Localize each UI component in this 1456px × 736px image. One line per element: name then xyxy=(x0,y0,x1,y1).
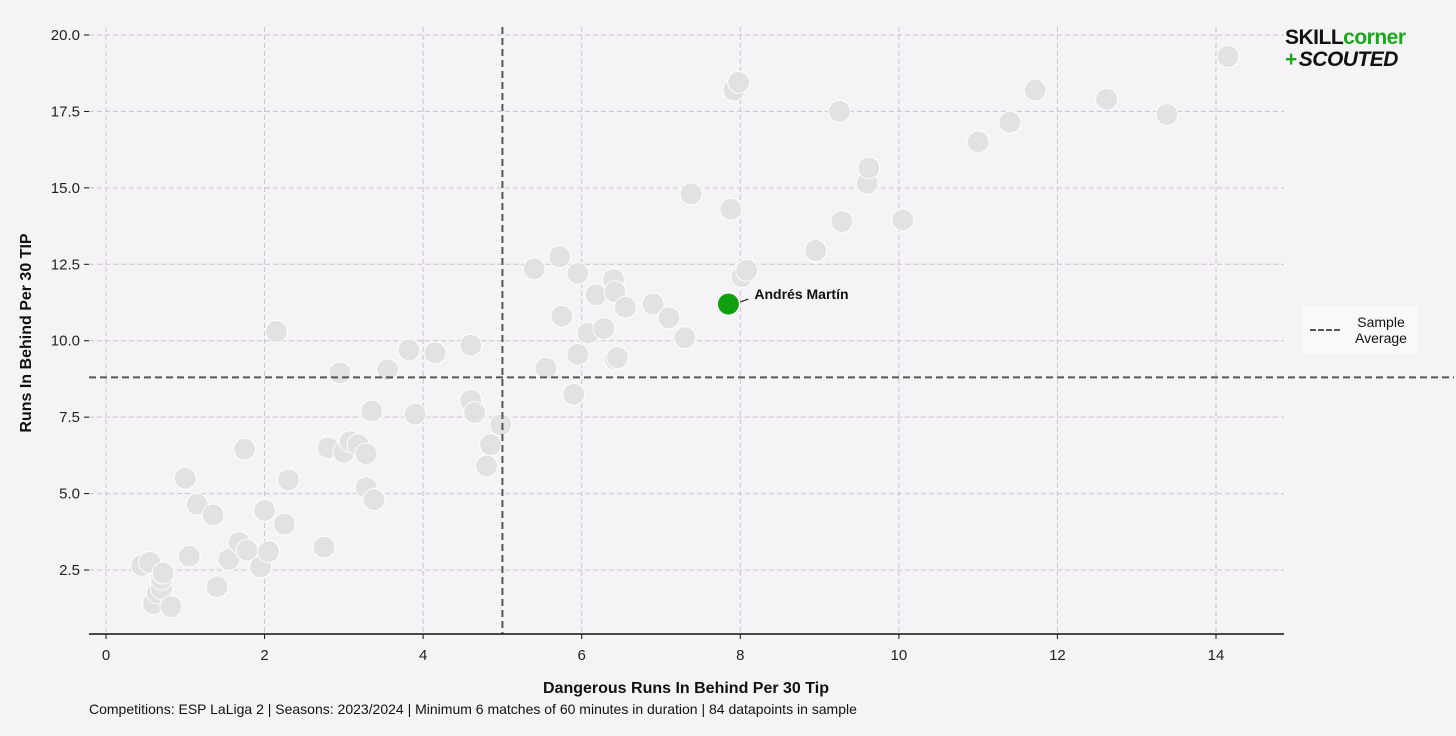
data-point xyxy=(998,110,1022,134)
y-tick-label: 10.0 xyxy=(51,333,80,350)
data-point xyxy=(605,346,629,370)
data-point xyxy=(423,341,447,365)
x-tick-label: 10 xyxy=(891,647,908,664)
data-point xyxy=(679,182,703,206)
y-tick-label: 15.0 xyxy=(51,180,80,197)
data-point xyxy=(463,401,487,425)
data-point xyxy=(328,361,352,385)
data-point xyxy=(397,338,421,362)
data-point xyxy=(205,575,229,599)
data-point xyxy=(857,156,881,180)
y-tick-label: 12.5 xyxy=(51,256,80,273)
data-point xyxy=(584,283,608,307)
data-point xyxy=(253,498,277,522)
data-point xyxy=(201,503,225,527)
logo-scouted-text: SCOUTED xyxy=(1298,48,1399,71)
data-point xyxy=(548,245,572,269)
data-point xyxy=(360,399,384,423)
y-tick-label: 7.5 xyxy=(59,409,80,426)
y-tick-label: 5.0 xyxy=(59,486,80,503)
logo-skill-text: SKILL xyxy=(1285,26,1344,49)
data-point xyxy=(151,561,175,585)
data-point xyxy=(966,130,990,154)
legend-dashed-line-icon xyxy=(1310,329,1340,331)
data-point xyxy=(475,454,499,478)
x-tick-label: 8 xyxy=(736,647,744,664)
data-point xyxy=(257,540,281,564)
data-point xyxy=(592,316,616,340)
data-point xyxy=(1155,102,1179,126)
highlight-point xyxy=(716,292,740,316)
x-tick-label: 2 xyxy=(260,647,268,664)
y-tick-label: 2.5 xyxy=(59,562,80,579)
x-tick-label: 4 xyxy=(419,647,427,664)
x-tick-label: 14 xyxy=(1208,647,1225,664)
data-point xyxy=(534,356,558,380)
data-point xyxy=(479,433,503,457)
data-point xyxy=(1095,87,1119,111)
data-points xyxy=(130,44,1240,619)
data-point xyxy=(673,326,697,350)
data-point xyxy=(185,492,209,516)
data-point xyxy=(641,292,665,316)
legend-label: Sample Average xyxy=(1355,314,1407,346)
y-tick-label: 17.5 xyxy=(51,103,80,120)
data-point xyxy=(375,358,399,382)
data-point xyxy=(217,547,241,571)
data-point xyxy=(727,70,751,94)
data-point xyxy=(613,295,637,319)
reference-lines xyxy=(89,27,1454,634)
data-point xyxy=(403,402,427,426)
data-point xyxy=(233,437,257,461)
x-axis-title: Dangerous Runs In Behind Per 30 Tip xyxy=(543,680,829,697)
x-tick-label: 0 xyxy=(102,647,110,664)
data-point xyxy=(891,208,915,232)
data-point xyxy=(276,468,300,492)
highlight-connector xyxy=(740,298,749,303)
logo-corner-text: corner xyxy=(1343,26,1406,49)
data-point xyxy=(827,99,851,123)
data-point xyxy=(362,488,386,512)
data-point xyxy=(735,258,759,282)
skillcorner-scouted-logo: SKILLcorner +SCOUTED xyxy=(1285,27,1435,70)
highlight-label: Andrés Martín xyxy=(754,286,848,302)
axes: 0 2 4 6 8 10 12 14 2.5 5.0 7.5 10.0 12.5 15.0 17.5 20.0 xyxy=(51,27,1284,664)
data-point xyxy=(562,382,586,406)
data-point xyxy=(177,544,201,568)
data-point xyxy=(459,333,483,357)
data-point xyxy=(312,535,336,559)
data-point xyxy=(522,257,546,281)
legend: Sample Average xyxy=(1302,306,1418,354)
data-point xyxy=(804,239,828,263)
data-point xyxy=(159,595,183,619)
data-point xyxy=(566,261,590,285)
data-point xyxy=(272,512,296,536)
x-tick-label: 12 xyxy=(1049,647,1066,664)
data-point xyxy=(657,306,681,330)
footnote: Competitions: ESP LaLiga 2 | Seasons: 20… xyxy=(89,701,857,717)
highlight-group: Andrés Martín xyxy=(716,286,849,316)
data-point xyxy=(354,442,378,466)
data-point xyxy=(173,466,197,490)
data-point xyxy=(719,197,743,221)
data-point xyxy=(489,413,513,437)
x-tick-label: 6 xyxy=(578,647,586,664)
data-point xyxy=(264,320,288,344)
logo-plus-icon: + xyxy=(1285,48,1297,71)
data-point xyxy=(1023,78,1047,102)
data-point xyxy=(830,209,854,233)
grid xyxy=(89,27,1284,634)
y-tick-label: 20.0 xyxy=(51,27,80,44)
data-point xyxy=(1216,44,1240,68)
y-axis-title: Runs In Behind Per 30 TIP xyxy=(18,233,35,432)
data-point xyxy=(566,342,590,366)
data-point xyxy=(550,304,574,328)
